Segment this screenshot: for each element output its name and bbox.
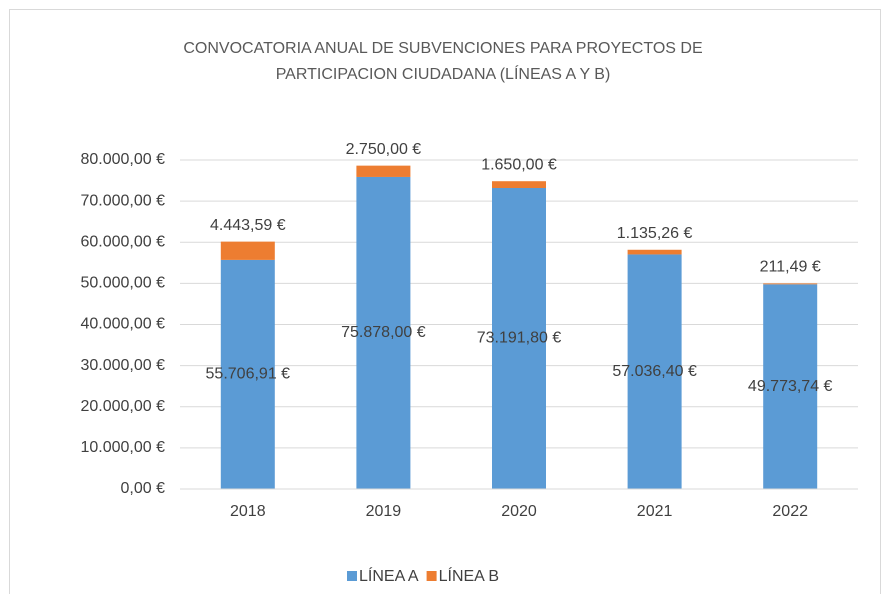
data-label: 1.135,26 € bbox=[617, 225, 693, 242]
legend-label: LÍNEA A bbox=[359, 566, 419, 585]
data-label: 49.773,74 € bbox=[748, 378, 833, 395]
y-tick-label: 10.000,00 € bbox=[80, 439, 165, 456]
x-tick-label: 2022 bbox=[772, 503, 808, 520]
legend-label: LÍNEA B bbox=[439, 566, 499, 585]
y-tick-label: 70.000,00 € bbox=[80, 192, 165, 209]
y-tick-label: 40.000,00 € bbox=[80, 316, 165, 333]
legend-swatch bbox=[347, 571, 357, 581]
bar-segment bbox=[763, 283, 818, 285]
data-label: 4.443,59 € bbox=[210, 217, 286, 234]
x-tick-label: 2018 bbox=[230, 503, 266, 520]
data-label: 1.650,00 € bbox=[481, 156, 557, 173]
y-tick-label: 30.000,00 € bbox=[80, 357, 165, 374]
x-tick-label: 2021 bbox=[637, 503, 673, 520]
bar-segment bbox=[220, 241, 275, 260]
bar-segment bbox=[220, 259, 275, 489]
legend-swatch bbox=[426, 571, 437, 581]
bar-segment bbox=[356, 165, 411, 177]
bar-segment bbox=[356, 176, 411, 489]
bar-segment bbox=[492, 187, 546, 489]
data-label: 75.878,00 € bbox=[341, 324, 426, 341]
data-label: 2.750,00 € bbox=[346, 141, 422, 158]
bar-segment bbox=[627, 254, 682, 489]
bar-segment bbox=[492, 181, 546, 188]
y-tick-label: 20.000,00 € bbox=[80, 398, 165, 415]
chart-title: CONVOCATORIA ANUAL DE SUBVENCIONES PARA … bbox=[183, 40, 703, 83]
bar-segment bbox=[627, 249, 682, 255]
y-tick-label: 80.000,00 € bbox=[80, 151, 165, 168]
data-label: 73.191,80 € bbox=[477, 330, 562, 347]
data-label: 211,49 € bbox=[760, 259, 821, 276]
data-label: 57.036,40 € bbox=[612, 363, 697, 380]
bar-segment bbox=[763, 284, 818, 489]
y-tick-label: 50.000,00 € bbox=[80, 275, 165, 292]
x-tick-label: 2020 bbox=[501, 503, 537, 520]
x-tick-label: 2019 bbox=[366, 503, 402, 520]
y-tick-label: 60.000,00 € bbox=[80, 233, 165, 250]
chart-border bbox=[9, 9, 881, 594]
data-label: 55.706,91 € bbox=[206, 366, 291, 383]
y-tick-label: 0,00 € bbox=[121, 480, 166, 497]
